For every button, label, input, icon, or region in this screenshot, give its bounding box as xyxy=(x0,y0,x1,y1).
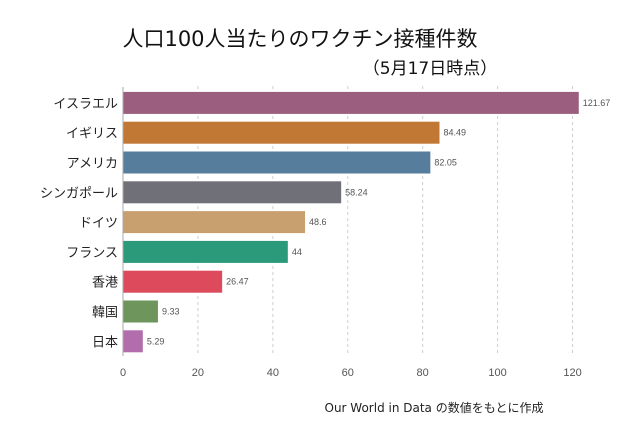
bar-6 xyxy=(123,270,223,293)
x-tick-label-40: 40 xyxy=(267,367,279,379)
category-label-0: イスラエル xyxy=(53,97,118,112)
value-label-8: 5.29 xyxy=(147,336,165,346)
bar-0 xyxy=(123,91,579,114)
category-label-7: 韓国 xyxy=(92,306,118,321)
chart-subtitle: （5月17日時点） xyxy=(363,59,497,79)
x-tick-label-60: 60 xyxy=(342,367,354,379)
category-label-3: シンガポール xyxy=(40,186,118,201)
chart-title: 人口100人当たりのワクチン接種件数 xyxy=(122,27,477,51)
source-note: Our World in Data の数値をもとに作成 xyxy=(325,400,544,415)
value-label-7: 9.33 xyxy=(162,307,180,317)
bar-4 xyxy=(123,211,306,234)
x-tick-label-20: 20 xyxy=(192,367,204,379)
x-tick-label-0: 0 xyxy=(120,367,126,379)
x-tick-label-80: 80 xyxy=(417,367,429,379)
bar-3 xyxy=(123,181,342,204)
value-label-1: 84.49 xyxy=(443,128,466,138)
category-label-5: フランス xyxy=(66,246,118,261)
value-label-2: 82.05 xyxy=(434,158,457,168)
x-tick-label-100: 100 xyxy=(488,367,506,379)
bar-7 xyxy=(123,300,158,323)
value-label-6: 26.47 xyxy=(226,277,249,287)
bar-5 xyxy=(123,240,288,263)
value-label-3: 58.24 xyxy=(345,187,368,197)
bar-1 xyxy=(123,121,440,144)
bar-2 xyxy=(123,151,431,174)
bar-layer xyxy=(123,91,579,353)
category-label-2: アメリカ xyxy=(67,157,118,172)
category-label-6: 香港 xyxy=(92,276,118,291)
category-label-8: 日本 xyxy=(92,335,118,350)
value-label-0: 121.67 xyxy=(583,98,611,108)
x-tick-label-120: 120 xyxy=(563,367,581,379)
label-layer: 0 20 40 60 80 100 120 イスラエル 121.67 イギリス 84.49 アメリカ 8… xyxy=(40,97,610,379)
category-label-1: イギリス xyxy=(66,127,118,142)
value-label-4: 48.6 xyxy=(309,217,327,227)
bar-8 xyxy=(123,330,143,353)
value-label-5: 44 xyxy=(292,247,302,257)
category-label-4: ドイツ xyxy=(79,216,118,231)
